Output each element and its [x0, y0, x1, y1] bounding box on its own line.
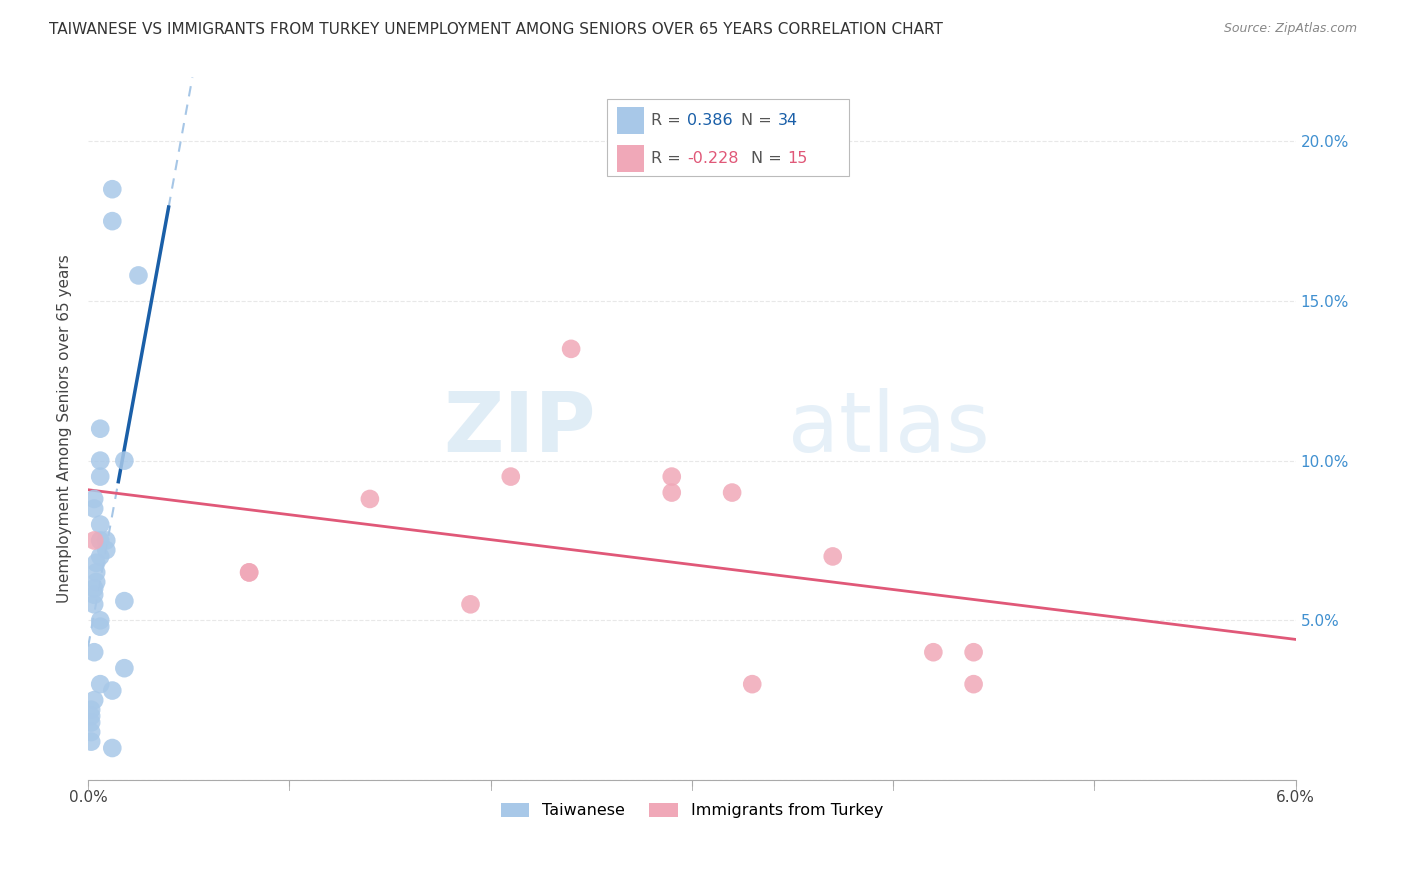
Point [112, 453, 135, 467]
Point [80, 709, 103, 723]
Point [741, 677, 763, 691]
Point [83, 597, 105, 611]
Point [89, 620, 111, 634]
Text: ZIP: ZIP [443, 388, 595, 469]
Point [661, 469, 683, 483]
Y-axis label: Unemployment Among Seniors over 65 years: Unemployment Among Seniors over 65 years [58, 254, 72, 603]
Text: -0.228: -0.228 [688, 152, 738, 166]
Text: R =: R = [651, 112, 686, 128]
Point [84, 556, 107, 570]
Point [96, 533, 118, 548]
Point [83, 645, 105, 659]
Text: Source: ZipAtlas.com: Source: ZipAtlas.com [1223, 22, 1357, 36]
Point [80, 734, 103, 748]
Point [83, 491, 105, 506]
Point [83, 501, 105, 516]
Point [962, 677, 984, 691]
Text: TAIWANESE VS IMMIGRANTS FROM TURKEY UNEMPLOYMENT AMONG SENIORS OVER 65 YEARS COR: TAIWANESE VS IMMIGRANTS FROM TURKEY UNEM… [49, 22, 943, 37]
Point [238, 566, 260, 580]
Text: N =: N = [741, 112, 778, 128]
Point [721, 485, 744, 500]
Legend: Taiwanese, Immigrants from Turkey: Taiwanese, Immigrants from Turkey [495, 797, 890, 825]
Point [89, 517, 111, 532]
Text: N =: N = [751, 152, 787, 166]
Point [359, 491, 381, 506]
Point [96, 543, 118, 558]
Point [80, 725, 103, 739]
Point [460, 597, 482, 611]
Point [101, 741, 124, 756]
Bar [617, 145, 644, 172]
Point [821, 549, 844, 564]
Point [83, 693, 105, 707]
Point [83, 582, 105, 596]
Text: atlas: atlas [789, 388, 990, 469]
Text: 15: 15 [787, 152, 807, 166]
Point [101, 214, 124, 228]
Point [89, 533, 111, 548]
Text: 34: 34 [778, 112, 797, 128]
Point [89, 677, 111, 691]
Point [112, 661, 135, 675]
Point [89, 469, 111, 483]
Point [89, 549, 111, 564]
Point [238, 566, 260, 580]
Point [84, 574, 107, 589]
Point [499, 469, 522, 483]
Point [84, 566, 107, 580]
Point [661, 485, 683, 500]
Point [101, 683, 124, 698]
Bar [617, 107, 644, 134]
Point [80, 715, 103, 730]
Point [80, 703, 103, 717]
Point [89, 613, 111, 627]
Point [560, 342, 582, 356]
Point [83, 588, 105, 602]
Point [89, 422, 111, 436]
Point [89, 453, 111, 467]
Point [101, 182, 124, 196]
Point [962, 645, 984, 659]
Text: R =: R = [651, 152, 686, 166]
Bar [607, 98, 849, 176]
Point [83, 533, 105, 548]
Text: 0.386: 0.386 [688, 112, 733, 128]
Point [127, 268, 149, 283]
Point [922, 645, 945, 659]
Point [112, 594, 135, 608]
